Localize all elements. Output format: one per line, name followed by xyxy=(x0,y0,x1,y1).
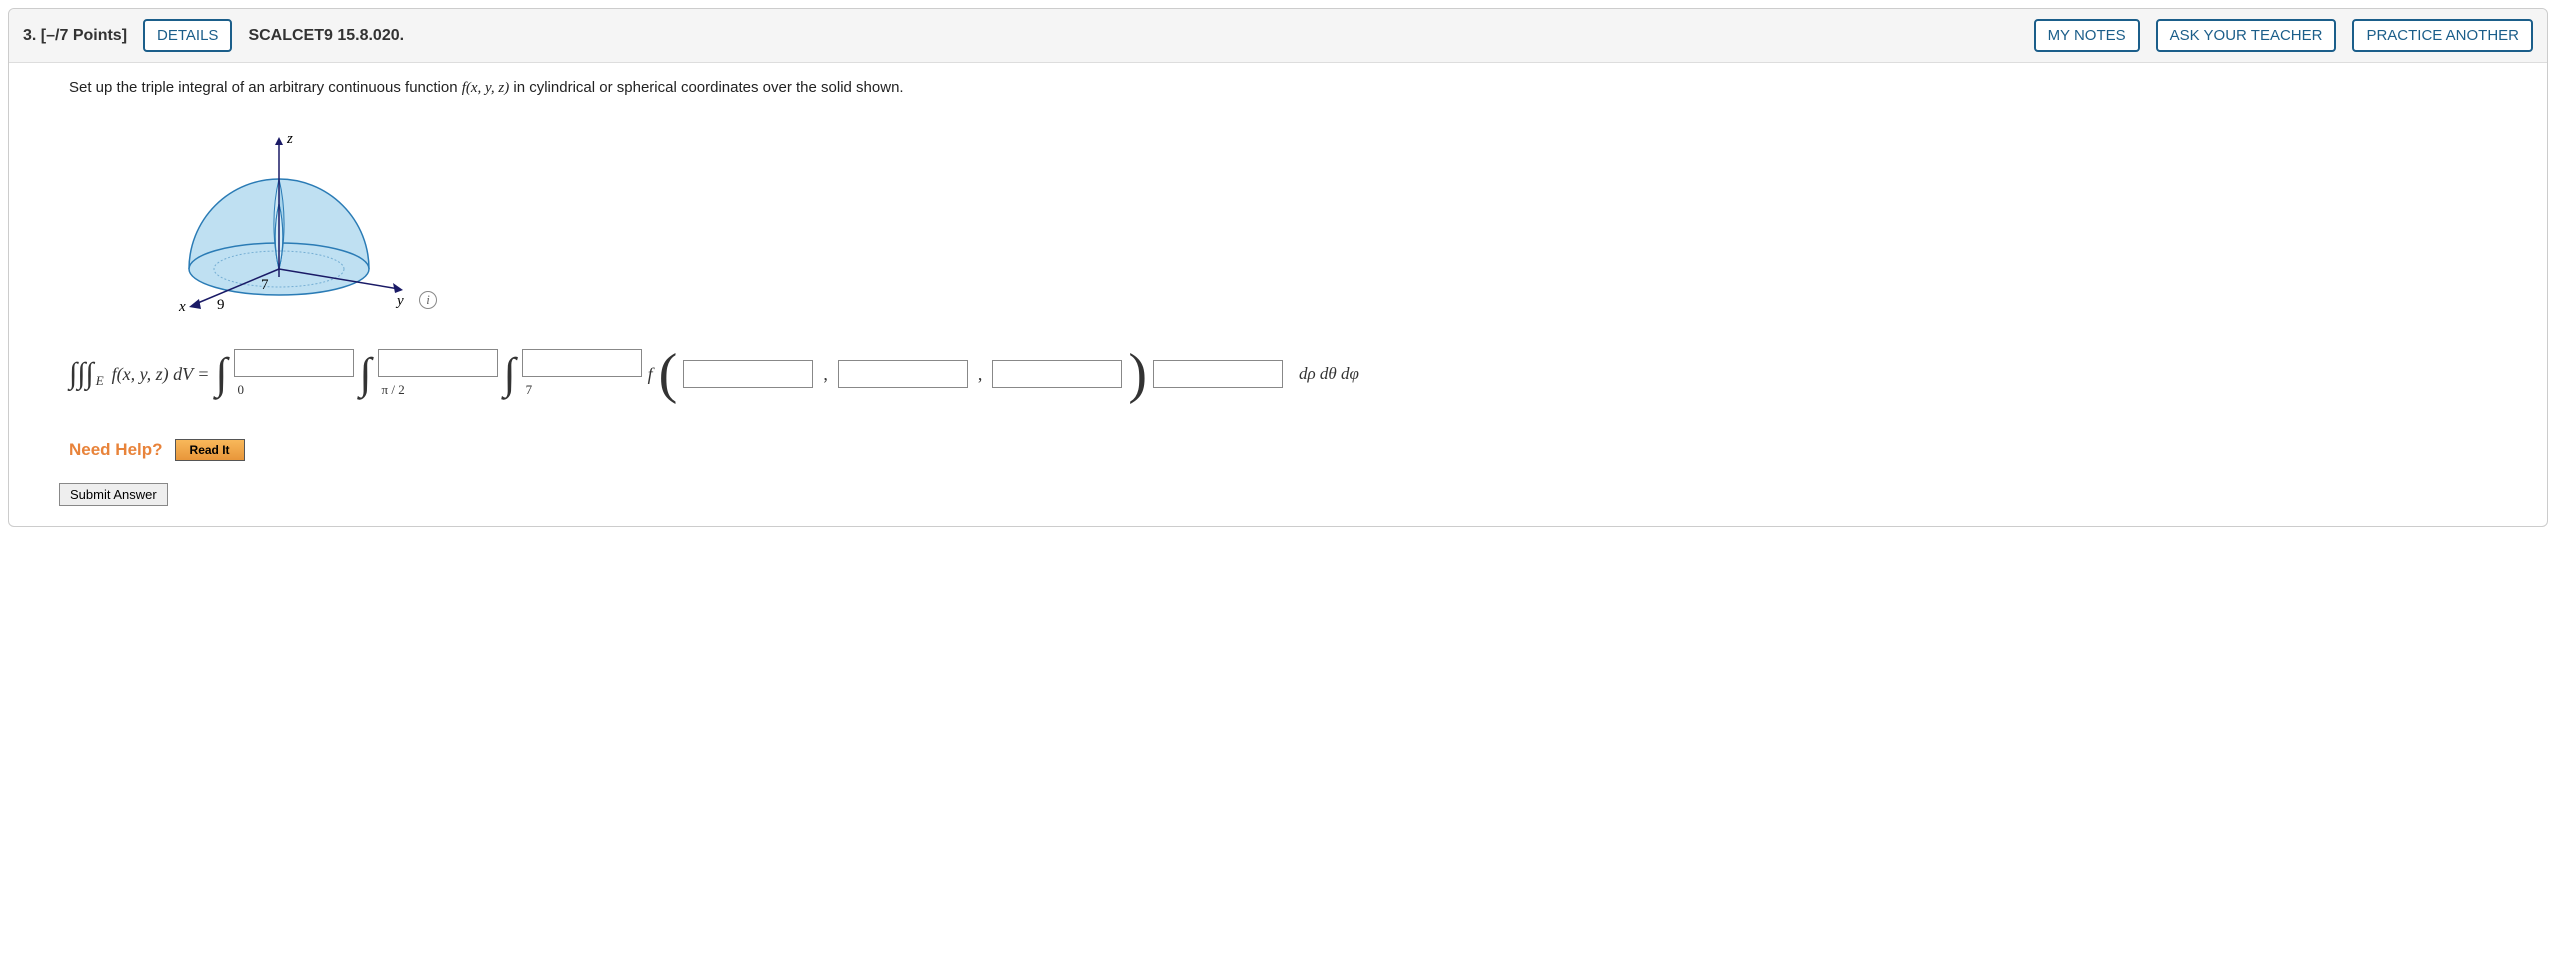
triple-integral-symbol: ∫∫∫E xyxy=(69,357,94,391)
practice-another-button[interactable]: PRACTICE ANOTHER xyxy=(2352,19,2533,52)
prompt-text: Set up the triple integral of an arbitra… xyxy=(69,79,2507,97)
integral-3: ∫ 7 xyxy=(504,352,516,396)
axis-x-label: x xyxy=(178,299,186,315)
integral-1: ∫ 0 xyxy=(215,352,227,396)
differential-text: dρ dθ dφ xyxy=(1289,364,1359,384)
arg-3-input[interactable] xyxy=(992,360,1122,388)
upper-limit-1-input[interactable] xyxy=(234,349,354,377)
int-symbol-1: ∫ xyxy=(215,352,227,396)
solid-diagram: z y x 7 9 xyxy=(149,109,409,329)
comma-1: , xyxy=(819,364,832,385)
my-notes-button[interactable]: MY NOTES xyxy=(2034,19,2140,52)
prompt-fn: f(x, y, z) xyxy=(462,80,509,96)
submit-answer-button[interactable]: Submit Answer xyxy=(59,483,168,506)
comma-2: , xyxy=(974,364,987,385)
open-paren: ( xyxy=(659,352,678,397)
int-lower-2: π / 2 xyxy=(382,382,405,398)
lhs-expression: f(x, y, z) dV = xyxy=(100,364,210,385)
integral-2: ∫ π / 2 xyxy=(360,352,372,396)
upper-limit-3-input[interactable] xyxy=(522,349,642,377)
f-label: f xyxy=(648,364,653,385)
arg-1-input[interactable] xyxy=(683,360,813,388)
arg-2-input[interactable] xyxy=(838,360,968,388)
inner-radius-label: 7 xyxy=(261,277,269,293)
upper-limit-2-input[interactable] xyxy=(378,349,498,377)
need-help-label: Need Help? xyxy=(69,440,163,460)
points-text: [–/7 Points] xyxy=(41,27,127,44)
submit-row: Submit Answer xyxy=(59,483,2507,506)
read-it-button[interactable]: Read It xyxy=(175,439,245,461)
details-button[interactable]: DETAILS xyxy=(143,19,232,52)
outer-radius-label: 9 xyxy=(217,297,225,313)
close-paren: ) xyxy=(1128,352,1147,397)
question-container: 3. [–/7 Points] DETAILS SCALCET9 15.8.02… xyxy=(8,8,2548,527)
axis-y-label: y xyxy=(395,293,404,309)
prompt-post: in cylindrical or spherical coordinates … xyxy=(509,79,903,96)
jacobian-input[interactable] xyxy=(1153,360,1283,388)
ask-teacher-button[interactable]: ASK YOUR TEACHER xyxy=(2156,19,2337,52)
question-number-points: 3. [–/7 Points] xyxy=(23,27,127,45)
int-lower-1: 0 xyxy=(237,382,244,398)
book-reference: SCALCET9 15.8.020. xyxy=(248,27,404,45)
int-symbol-2: ∫ xyxy=(360,352,372,396)
prompt-pre: Set up the triple integral of an arbitra… xyxy=(69,79,462,96)
question-content: Set up the triple integral of an arbitra… xyxy=(9,63,2547,526)
integral-equation: ∫∫∫E f(x, y, z) dV = ∫ 0 ∫ π / 2 ∫ 7 f (… xyxy=(69,349,2507,399)
question-header: 3. [–/7 Points] DETAILS SCALCET9 15.8.02… xyxy=(9,9,2547,63)
need-help-row: Need Help? Read It xyxy=(69,439,2507,461)
region-label: E xyxy=(96,373,104,389)
info-icon[interactable]: i xyxy=(419,291,437,309)
int-lower-3: 7 xyxy=(526,382,533,398)
question-number: 3. xyxy=(23,27,36,44)
axis-z-label: z xyxy=(286,131,293,147)
diagram-row: z y x 7 9 i xyxy=(149,109,2507,329)
int-symbol-3: ∫ xyxy=(504,352,516,396)
